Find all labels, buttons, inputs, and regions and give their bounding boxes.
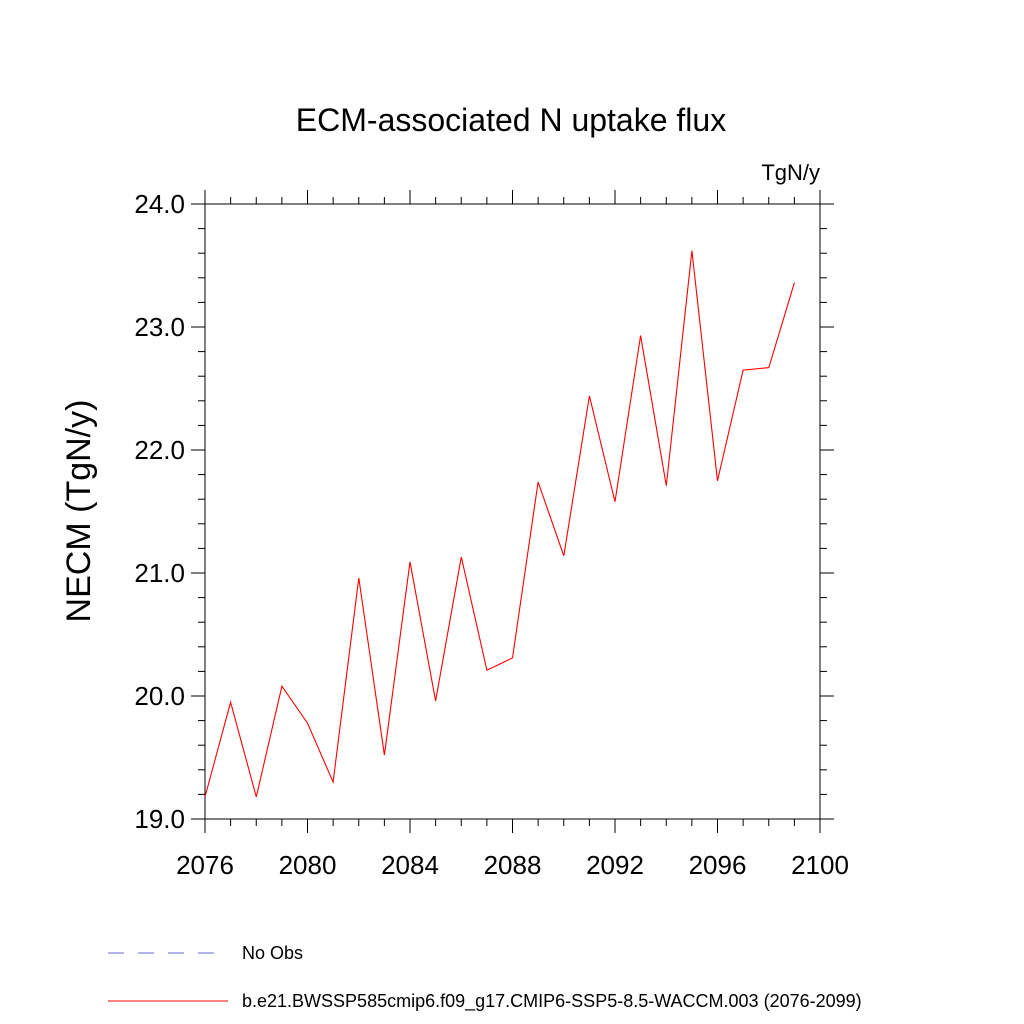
y-tick-label: 24.0	[134, 189, 185, 219]
x-tick-label: 2092	[586, 850, 644, 880]
x-tick-label: 2084	[381, 850, 439, 880]
series-line	[204, 250, 795, 798]
y-tick-label: 19.0	[134, 804, 185, 834]
x-tick-label: 2096	[689, 850, 747, 880]
units-label: TgN/y	[761, 160, 820, 185]
legend-label: No Obs	[242, 943, 303, 963]
x-tick-label: 2088	[484, 850, 542, 880]
legend-label: b.e21.BWSSP585cmip6.f09_g17.CMIP6-SSP5-8…	[242, 991, 862, 1012]
y-tick-label: 23.0	[134, 312, 185, 342]
y-axis-label: NECM (TgN/y)	[60, 400, 98, 623]
x-tick-label: 2076	[176, 850, 234, 880]
plot-frame	[204, 203, 821, 820]
x-tick-label: 2100	[791, 850, 849, 880]
x-tick-label: 2080	[279, 850, 337, 880]
y-tick-label: 20.0	[134, 681, 185, 711]
legend: No Obs b.e21.BWSSP585cmip6.f09_g17.CMIP6-…	[108, 943, 862, 1012]
chart-title: ECM-associated N uptake flux	[296, 102, 726, 138]
axis-ticks: 2076 2080 2084 2088 2092 2096 2100 19.0 20.0 21.0…	[134, 189, 849, 880]
y-tick-label: 22.0	[134, 435, 185, 465]
y-tick-label: 21.0	[134, 558, 185, 588]
series-layer	[204, 250, 795, 798]
